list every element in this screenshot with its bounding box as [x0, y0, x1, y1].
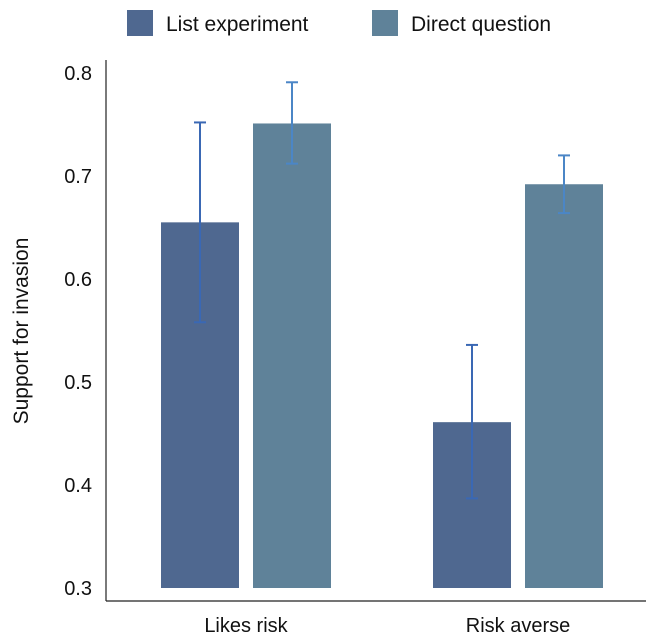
legend-item: List experiment — [127, 10, 309, 36]
legend-swatch — [127, 10, 153, 36]
bars — [161, 123, 603, 589]
legend-item: Direct question — [372, 10, 551, 36]
y-tick-label: 0.4 — [64, 475, 92, 497]
x-axis-labels: Likes risk Risk averse — [204, 615, 570, 637]
legend-swatch — [372, 10, 398, 36]
error-bar — [194, 121, 206, 324]
y-tick-label: 0.3 — [64, 578, 92, 600]
y-tick-label: 0.5 — [64, 372, 92, 394]
y-tick-label: 0.8 — [64, 63, 92, 85]
y-tick-label: 0.6 — [64, 269, 92, 291]
error-bars — [194, 81, 570, 500]
error-bar — [466, 343, 478, 500]
y-axis-title: Support for invasion — [10, 238, 33, 425]
bar — [253, 123, 331, 588]
x-category-label: Risk averse — [466, 615, 570, 637]
axes — [105, 60, 646, 602]
legend: List experiment Direct question — [127, 10, 551, 36]
y-axis-ticks: 0.3 0.4 0.5 0.6 0.7 0.8 — [64, 63, 92, 600]
legend-label: List experiment — [166, 13, 309, 36]
y-tick-label: 0.7 — [64, 166, 92, 188]
legend-label: Direct question — [411, 13, 551, 36]
x-category-label: Likes risk — [204, 615, 288, 637]
error-bar — [286, 81, 298, 165]
bar — [525, 184, 603, 589]
error-bar — [558, 154, 570, 215]
